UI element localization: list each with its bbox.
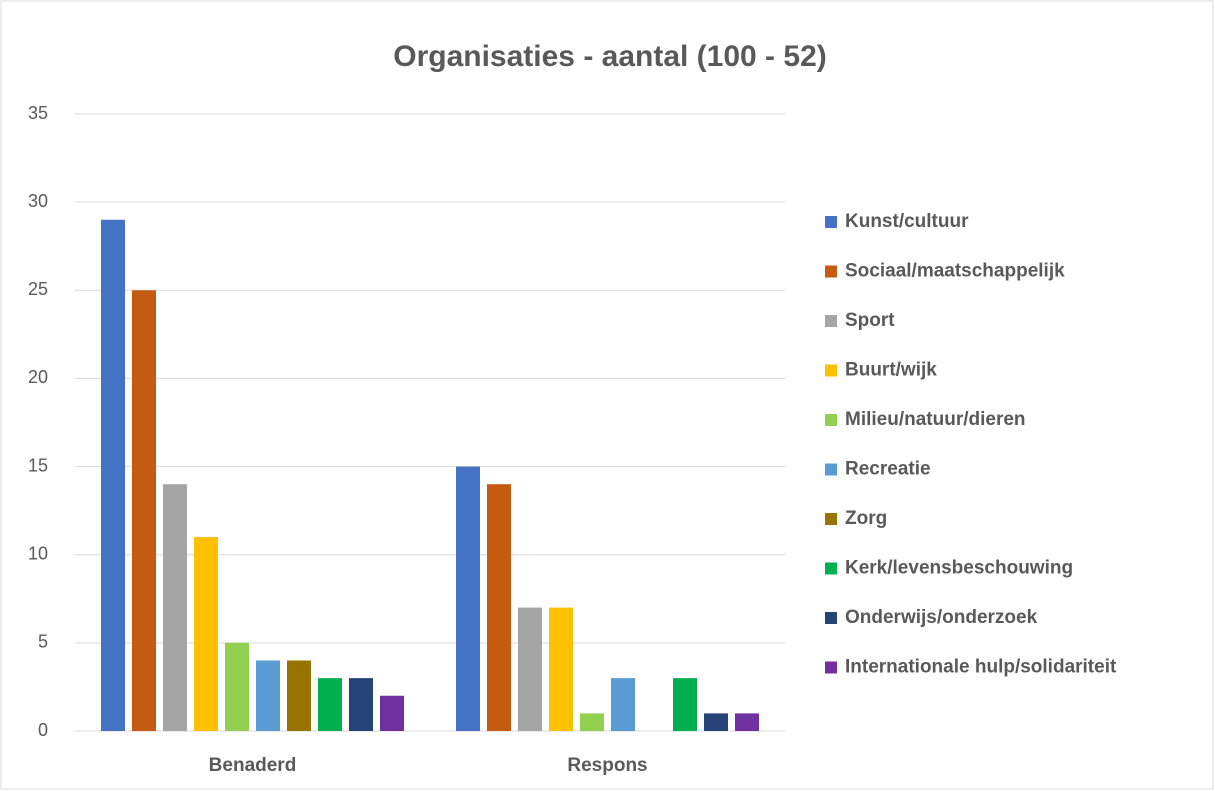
bar	[132, 290, 156, 731]
y-tick-label: 0	[38, 720, 48, 740]
y-tick-label: 35	[28, 103, 48, 123]
bar	[456, 466, 480, 731]
x-tick-label: Respons	[567, 755, 647, 776]
y-tick-label: 30	[28, 191, 48, 211]
bar	[194, 537, 218, 731]
bar	[163, 484, 187, 731]
legend-label: Onderwijs/onderzoek	[845, 607, 1038, 628]
legend-swatch	[825, 513, 837, 525]
y-tick-label: 20	[28, 367, 48, 387]
bar	[735, 713, 759, 731]
legend-label: Zorg	[845, 508, 887, 529]
legend-label: Kerk/levensbeschouwing	[845, 558, 1073, 579]
bar	[580, 713, 604, 731]
legend-swatch	[825, 463, 837, 476]
bar	[704, 713, 728, 731]
bar	[287, 660, 311, 731]
bar	[518, 607, 542, 731]
legend-label: Sport	[845, 310, 895, 331]
y-tick-label: 5	[38, 632, 48, 652]
legend-swatch	[825, 414, 837, 426]
legend-label: Sociaal/maatschappelijk	[845, 261, 1065, 282]
legend-label: Internationale hulp/solidariteit	[845, 657, 1117, 678]
legend-swatch	[825, 612, 837, 624]
legend-label: Milieu/natuur/dieren	[845, 409, 1026, 430]
legend-swatch	[825, 216, 837, 228]
legend-swatch	[825, 364, 837, 377]
chart-title: Organisaties - aantal (100 - 52)	[393, 40, 827, 73]
bar	[380, 695, 404, 731]
legend-swatch	[825, 562, 837, 575]
legend-swatch	[825, 661, 837, 674]
legend-swatch	[825, 265, 837, 278]
bar	[673, 678, 697, 731]
legend-label: Kunst/cultuur	[845, 211, 969, 232]
legend-swatch	[825, 315, 837, 327]
y-tick-label: 10	[28, 543, 48, 563]
x-tick-label: Benaderd	[209, 755, 297, 776]
bar	[349, 678, 373, 731]
bar	[549, 607, 573, 731]
y-tick-label: 15	[28, 455, 48, 475]
legend-label: Buurt/wijk	[845, 360, 937, 381]
bar	[318, 678, 342, 731]
y-tick-label: 25	[28, 279, 48, 299]
legend-label: Recreatie	[845, 459, 931, 480]
bar	[225, 642, 249, 731]
bar	[611, 678, 635, 731]
bar	[256, 660, 280, 731]
bar	[101, 219, 125, 731]
bar	[487, 484, 511, 731]
